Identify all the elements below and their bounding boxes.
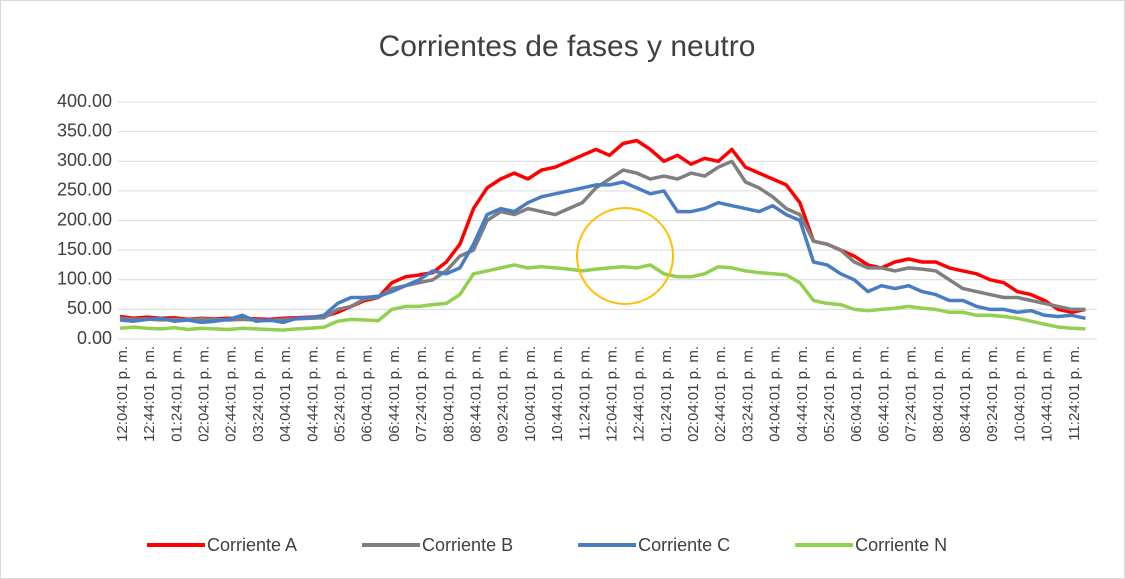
x-tick-label: 04:44:01 p. m. [794,346,811,442]
x-tick-label: 01:24:01 p. m. [168,346,185,442]
x-tick-label: 11:24:01 p. m. [1066,346,1083,441]
x-tick-label: 12:04:01 p. m. [114,346,131,442]
x-tick-label: 05:24:01 p. m. [821,346,838,442]
x-tick-label: 12:44:01 p. m. [631,346,648,442]
x-tick-label: 10:04:01 p. m. [1011,346,1028,442]
y-tick-label: 150.00 [57,239,112,259]
x-tick-label: 02:04:01 p. m. [685,346,702,442]
y-tick-label: 50.00 [67,298,112,318]
y-tick-label: 250.00 [57,180,112,200]
x-tick-label: 06:04:01 p. m. [848,346,865,442]
x-tick-label: 10:44:01 p. m. [1039,346,1056,442]
x-tick-label: 06:44:01 p. m. [386,346,403,442]
x-tick-label: 10:04:01 p. m. [522,346,539,442]
legend-label: Corriente B [422,535,513,555]
series-line [119,180,1086,325]
x-tick-label: 12:44:01 p. m. [141,346,158,442]
x-tick-label: 05:24:01 p. m. [332,346,349,442]
x-tick-label: 02:44:01 p. m. [712,346,729,442]
y-tick-label: 0.00 [77,328,112,348]
y-tick-label: 350.00 [57,120,112,140]
y-tick-label: 200.00 [57,209,112,229]
highlight-circle [576,207,674,305]
legend-label: Corriente C [638,535,730,555]
x-tick-label: 04:04:01 p. m. [277,346,294,442]
x-tick-label: 08:44:01 p. m. [957,346,974,442]
x-tick-label: 08:04:01 p. m. [440,346,457,442]
y-tick-label: 300.00 [57,150,112,170]
legend-label: Corriente A [207,535,297,555]
x-tick-label: 03:24:01 p. m. [250,346,267,442]
x-tick-label: 07:24:01 p. m. [413,346,430,442]
x-tick-label: 09:24:01 p. m. [495,346,512,442]
x-tick-label: 02:04:01 p. m. [196,346,213,442]
x-tick-label: 06:04:01 p. m. [359,346,376,442]
legend-label: Corriente N [855,535,947,555]
x-tick-label: 04:44:01 p. m. [304,346,321,442]
x-tick-label: 03:24:01 p. m. [739,346,756,442]
x-tick-label: 09:24:01 p. m. [984,346,1001,442]
y-tick-label: 400.00 [57,91,112,111]
series-line [119,263,1086,332]
x-tick-label: 12:04:01 p. m. [603,346,620,442]
x-tick-label: 08:04:01 p. m. [930,346,947,442]
x-tick-label: 06:44:01 p. m. [875,346,892,442]
x-tick-label: 02:44:01 p. m. [223,346,240,442]
x-tick-label: 07:24:01 p. m. [903,346,920,442]
x-tick-label: 10:44:01 p. m. [549,346,566,442]
y-tick-label: 100.00 [57,269,112,289]
chart-title: Corrientes de fases y neutro [379,30,756,63]
x-tick-label: 08:44:01 p. m. [467,346,484,442]
x-tick-label: 11:24:01 p. m. [576,346,593,441]
x-tick-label: 04:04:01 p. m. [767,346,784,442]
x-tick-label: 01:24:01 p. m. [658,346,675,442]
